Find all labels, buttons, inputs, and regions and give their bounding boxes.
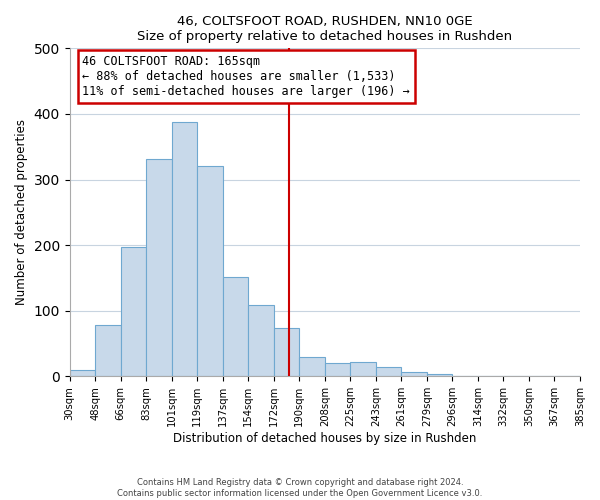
Bar bbox=[70, 370, 95, 376]
Title: 46, COLTSFOOT ROAD, RUSHDEN, NN10 0GE
Size of property relative to detached hous: 46, COLTSFOOT ROAD, RUSHDEN, NN10 0GE Si… bbox=[137, 15, 512, 43]
Bar bbox=[427, 374, 452, 376]
Bar bbox=[350, 362, 376, 376]
Bar bbox=[325, 363, 350, 376]
Y-axis label: Number of detached properties: Number of detached properties bbox=[15, 120, 28, 306]
Bar bbox=[376, 367, 401, 376]
X-axis label: Distribution of detached houses by size in Rushden: Distribution of detached houses by size … bbox=[173, 432, 476, 445]
Bar bbox=[172, 122, 197, 376]
Bar bbox=[401, 372, 427, 376]
Bar bbox=[121, 247, 146, 376]
Text: 46 COLTSFOOT ROAD: 165sqm
← 88% of detached houses are smaller (1,533)
11% of se: 46 COLTSFOOT ROAD: 165sqm ← 88% of detac… bbox=[82, 55, 410, 98]
Bar bbox=[223, 278, 248, 376]
Bar bbox=[146, 158, 172, 376]
Bar bbox=[299, 356, 325, 376]
Text: Contains HM Land Registry data © Crown copyright and database right 2024.
Contai: Contains HM Land Registry data © Crown c… bbox=[118, 478, 482, 498]
Bar bbox=[274, 328, 299, 376]
Bar bbox=[197, 166, 223, 376]
Bar bbox=[95, 325, 121, 376]
Bar bbox=[248, 306, 274, 376]
